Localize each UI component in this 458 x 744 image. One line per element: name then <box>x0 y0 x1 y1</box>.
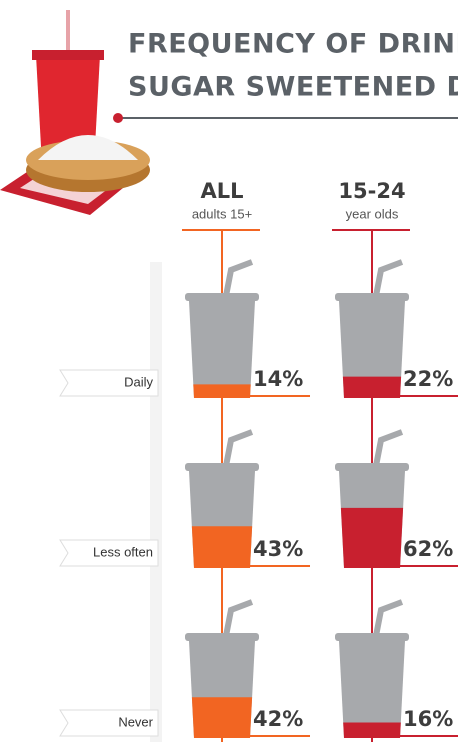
bar <box>193 384 251 398</box>
legend-label: ALL <box>200 179 243 203</box>
chart-title: SUGAR SWEETENED DRINKS <box>128 72 458 103</box>
cup-lid <box>185 293 259 301</box>
straw <box>223 429 254 467</box>
category-tab <box>59 709 159 737</box>
straw <box>223 259 254 297</box>
cup-lid <box>185 463 259 471</box>
bar <box>343 722 401 738</box>
value-label: 43% <box>253 537 303 561</box>
straw <box>373 599 404 637</box>
straw <box>373 259 404 297</box>
category-label: Daily <box>124 374 153 389</box>
cup-lid <box>335 463 409 471</box>
cup <box>339 641 405 738</box>
straw <box>373 429 404 467</box>
bar <box>342 376 402 398</box>
category-label: Less often <box>93 544 153 559</box>
legend-sublabel: adults 15+ <box>192 206 252 221</box>
divider-dot <box>113 113 123 123</box>
value-label: 62% <box>403 537 453 561</box>
illustration <box>0 10 150 215</box>
legend-sublabel: year olds <box>346 206 399 221</box>
separator <box>150 262 162 742</box>
value-label: 42% <box>253 707 303 731</box>
chart-title: FREQUENCY OF DRINKING <box>128 29 458 60</box>
bar <box>340 507 404 568</box>
cup <box>339 301 405 398</box>
category-tab <box>59 539 159 567</box>
legend-label: 15-24 <box>338 179 405 203</box>
category-tab <box>59 369 159 397</box>
cup-lid <box>185 633 259 641</box>
plot: Daily Less often Never ALL adults 15+ 14% 43% 4… <box>59 179 458 742</box>
bar <box>191 526 253 568</box>
cup-lid <box>335 293 409 301</box>
value-label: 14% <box>253 367 303 391</box>
value-label: 16% <box>403 707 453 731</box>
cup-lid <box>335 633 409 641</box>
straw <box>223 599 254 637</box>
category-label: Never <box>118 714 153 729</box>
value-label: 22% <box>403 367 453 391</box>
cup <box>189 301 255 398</box>
bar <box>191 697 253 738</box>
